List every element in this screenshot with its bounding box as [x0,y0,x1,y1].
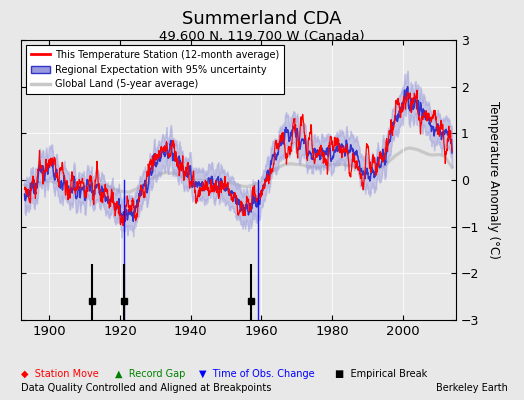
Text: 49.600 N, 119.700 W (Canada): 49.600 N, 119.700 W (Canada) [159,30,365,43]
Text: Data Quality Controlled and Aligned at Breakpoints: Data Quality Controlled and Aligned at B… [21,383,271,393]
Text: ▲  Record Gap: ▲ Record Gap [115,369,185,379]
Text: ▼  Time of Obs. Change: ▼ Time of Obs. Change [199,369,315,379]
Y-axis label: Temperature Anomaly (°C): Temperature Anomaly (°C) [487,101,500,259]
Legend: This Temperature Station (12-month average), Regional Expectation with 95% uncer: This Temperature Station (12-month avera… [26,45,284,94]
Text: ■  Empirical Break: ■ Empirical Break [335,369,428,379]
Text: Berkeley Earth: Berkeley Earth [436,383,508,393]
Text: Summerland CDA: Summerland CDA [182,10,342,28]
Text: ◆  Station Move: ◆ Station Move [21,369,99,379]
